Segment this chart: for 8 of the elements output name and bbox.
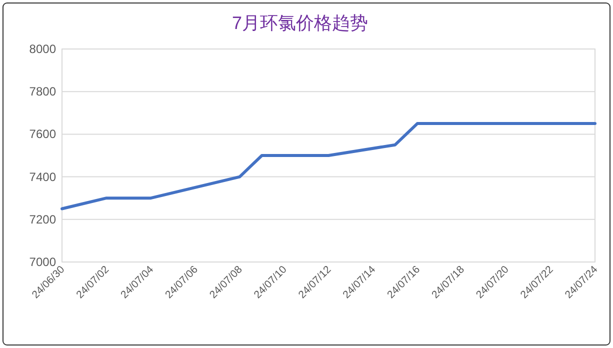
y-tick-label: 7400 [29,170,56,184]
y-tick-label: 7600 [29,127,56,142]
y-tick-label: 8000 [29,42,56,56]
y-tick-label: 7000 [29,255,56,269]
y-tick-label: 7200 [29,212,56,226]
chart-title: 7月环氯价格趋势 [232,13,368,33]
line-series [60,122,596,210]
y-tick-label: 7800 [29,84,56,99]
